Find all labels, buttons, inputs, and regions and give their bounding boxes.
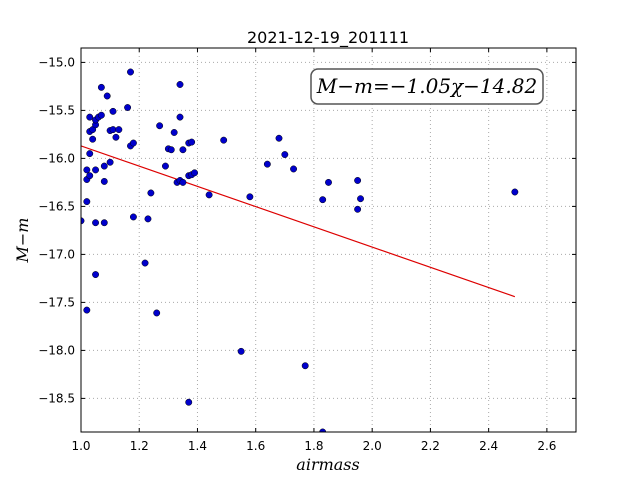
data-point [97,83,105,91]
data-point [83,166,91,174]
data-point [263,160,271,168]
x-tick-label: 2.4 [479,439,498,453]
x-tick-label: 2.0 [363,439,382,453]
data-point [129,139,137,147]
data-point [281,151,289,159]
data-point [319,196,327,204]
chart-title: 2021-12-19_201111 [247,28,409,48]
data-point [357,195,364,203]
data-point [86,172,94,180]
y-tick-label: −15.0 [38,55,75,69]
x-axis-label: airmass [296,455,359,474]
tick-layer: 1.0 1.2 1.4 1.6 1.8 2.0 2.2 2.4 2.6 −15.0 −15.5 −16… [38,48,576,453]
x-tick-label: 2.6 [537,439,556,453]
data-point [188,138,196,146]
y-tick-label: −16.5 [38,199,75,213]
annotation-box: M−m=−1.05χ−14.82 [310,68,544,105]
data-point [176,81,184,88]
data-point [170,129,178,136]
data-point [86,150,94,158]
data-point [290,165,298,173]
points-layer [81,68,519,432]
data-point [354,177,362,184]
y-tick-label: −17.0 [38,247,75,261]
fit-equation: M−m=−1.05χ−14.82 [316,74,537,98]
data-point [246,193,254,201]
data-point [83,198,91,206]
x-tick-label: 1.2 [130,439,149,453]
data-point [325,178,332,186]
data-point [97,111,105,119]
data-point [127,68,134,76]
y-tick-label: −15.5 [38,103,75,117]
data-point [511,188,519,196]
data-point [129,213,137,221]
data-point [109,107,117,115]
plot-area-group [81,68,519,432]
data-point [115,126,123,134]
data-point [161,162,169,170]
data-point [156,122,164,130]
grid-layer [80,48,576,432]
data-point [100,162,108,170]
data-point [275,134,283,142]
data-point [100,177,108,185]
data-point [103,92,111,100]
data-point [205,191,213,199]
data-point [237,347,245,355]
y-tick-label: −18.0 [38,343,75,357]
x-tick-label: 1.0 [71,439,90,453]
data-point [141,259,149,267]
data-point [92,166,100,174]
data-point [191,169,199,177]
data-point [179,178,187,186]
x-tick-label: 1.6 [246,439,265,453]
data-point [106,158,114,166]
y-tick-label: −16.0 [38,151,75,165]
data-point [86,113,94,121]
data-point [354,205,362,213]
data-point [83,306,91,314]
data-point [92,271,100,279]
data-point [220,136,228,144]
data-point [301,362,309,370]
fit-line-layer [81,145,516,298]
fit-line [81,145,516,298]
data-point [112,133,120,141]
annotation-frame [310,68,544,105]
data-point [147,189,155,197]
data-point [100,219,108,227]
data-point [179,146,187,154]
y-tick-label: −17.5 [38,295,75,309]
x-tick-label: 1.4 [188,439,207,453]
data-point [153,309,161,317]
data-point [144,215,152,223]
data-point [185,398,193,406]
data-point [109,126,117,134]
data-point [92,219,100,227]
data-point [124,104,132,111]
x-tick-label: 1.8 [304,439,323,453]
x-tick-label: 2.2 [421,439,440,453]
data-point [167,146,175,154]
data-point [89,135,97,143]
plot-frame [80,47,577,433]
y-axis-label: M−m [13,218,32,264]
data-point [176,113,184,121]
y-tick-label: −18.5 [38,391,75,405]
